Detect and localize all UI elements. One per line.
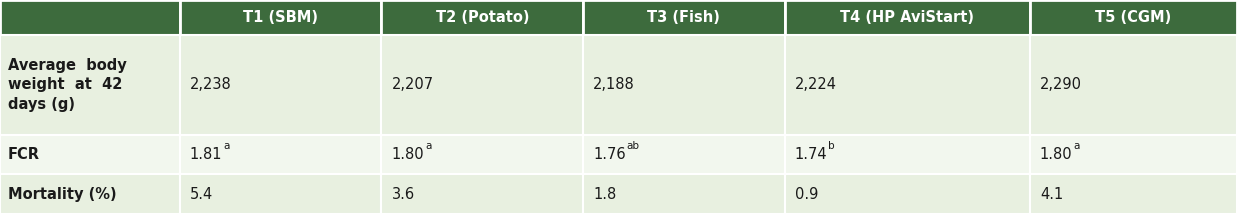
Text: 1.76: 1.76 [593, 147, 626, 162]
Bar [381, 135, 583, 174]
Text: 2,238: 2,238 [189, 77, 231, 92]
Text: 2,224: 2,224 [794, 77, 836, 92]
Text: 2,207: 2,207 [391, 77, 434, 92]
Text: b: b [829, 141, 835, 152]
Text: T2 (Potato): T2 (Potato) [435, 10, 529, 25]
Bar [1030, 35, 1237, 135]
Text: a: a [426, 141, 432, 152]
Text: Average  body
weight  at  42
days (g): Average body weight at 42 days (g) [7, 58, 126, 112]
Text: 2,188: 2,188 [593, 77, 635, 92]
Text: T3 (Fish): T3 (Fish) [647, 10, 720, 25]
Bar [381, 174, 583, 214]
Bar [179, 135, 381, 174]
Text: 3.6: 3.6 [391, 187, 414, 202]
Text: 1.81: 1.81 [189, 147, 223, 162]
Bar [583, 174, 784, 214]
Bar [1030, 174, 1237, 214]
Bar [179, 174, 381, 214]
Bar [784, 135, 1030, 174]
Text: 1.8: 1.8 [593, 187, 616, 202]
Text: T5 (CGM): T5 (CGM) [1095, 10, 1171, 25]
Bar [583, 35, 784, 135]
Bar [0, 0, 179, 35]
Bar [583, 0, 784, 35]
Bar [784, 174, 1030, 214]
Bar [381, 0, 583, 35]
Text: 1.80: 1.80 [1040, 147, 1072, 162]
Bar [179, 35, 381, 135]
Text: Mortality (%): Mortality (%) [7, 187, 116, 202]
Text: 1.74: 1.74 [794, 147, 828, 162]
Text: FCR: FCR [7, 147, 40, 162]
Text: T1 (SBM): T1 (SBM) [244, 10, 318, 25]
Bar [179, 0, 381, 35]
Bar [784, 35, 1030, 135]
Bar [583, 135, 784, 174]
Bar [381, 35, 583, 135]
Text: 0.9: 0.9 [794, 187, 818, 202]
Text: T4 (HP AviStart): T4 (HP AviStart) [840, 10, 975, 25]
Text: 5.4: 5.4 [189, 187, 213, 202]
Bar [1030, 135, 1237, 174]
Text: a: a [1074, 141, 1080, 152]
Bar [0, 174, 179, 214]
Text: 4.1: 4.1 [1040, 187, 1063, 202]
Text: 2,290: 2,290 [1040, 77, 1082, 92]
Bar [1030, 0, 1237, 35]
Text: 1.80: 1.80 [391, 147, 424, 162]
Bar [784, 0, 1030, 35]
Bar [0, 135, 179, 174]
Text: a: a [224, 141, 230, 152]
Text: ab: ab [627, 141, 640, 152]
Bar [0, 35, 179, 135]
